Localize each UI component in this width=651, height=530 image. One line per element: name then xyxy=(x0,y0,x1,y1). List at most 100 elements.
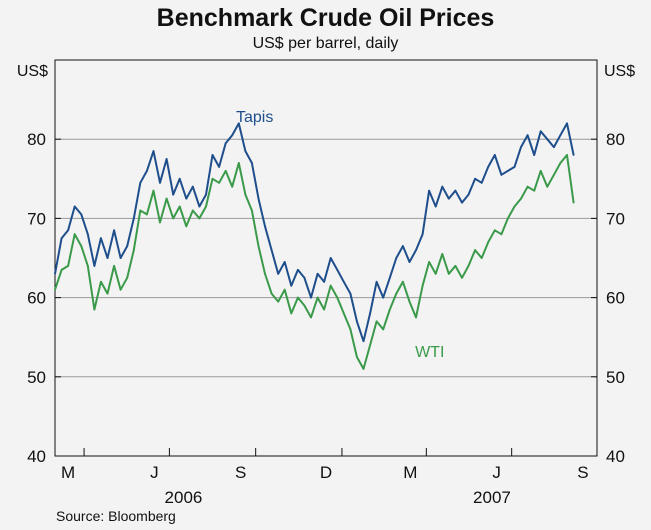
labels: 40 40 50 50 60 60 70 70 80 80 US$ US$ M J S D M J S 2006 200… xyxy=(17,63,635,507)
data-point-tapis xyxy=(461,201,463,204)
data-point-tapis xyxy=(402,245,404,248)
data-point-tapis xyxy=(487,166,490,168)
data-point-tapis xyxy=(375,280,378,283)
data-point-tapis xyxy=(310,296,312,299)
data-point-wti xyxy=(178,205,181,208)
y-tick-label-left: 80 xyxy=(27,130,46,149)
data-point-tapis xyxy=(126,245,129,248)
data-point-wti xyxy=(264,272,266,275)
data-point-wti xyxy=(106,292,109,295)
axis-ticks xyxy=(55,138,597,457)
data-point-tapis xyxy=(500,173,503,176)
data-point-wti xyxy=(244,193,247,196)
data-point-wti xyxy=(224,170,227,172)
data-point-tapis xyxy=(67,229,69,232)
data-point-wti xyxy=(388,308,391,311)
data-point-tapis xyxy=(185,197,188,200)
data-point-wti xyxy=(441,253,444,255)
y-tick-label-left: 50 xyxy=(27,368,46,387)
data-point-tapis xyxy=(421,233,424,236)
data-point-tapis xyxy=(218,166,221,168)
data-point-wti xyxy=(297,296,299,299)
data-point-tapis xyxy=(93,265,96,267)
data-point-tapis xyxy=(356,320,358,323)
data-point-tapis xyxy=(388,276,391,279)
data-point-wti xyxy=(428,261,430,263)
data-point-tapis xyxy=(165,158,168,160)
gridlines xyxy=(55,138,597,378)
data-point-wti xyxy=(402,280,404,283)
y-tick-label-right: 70 xyxy=(606,209,625,228)
data-point-wti xyxy=(480,257,483,259)
data-point-tapis xyxy=(566,122,568,125)
data-point-wti xyxy=(310,316,312,319)
data-point-tapis xyxy=(132,217,135,220)
data-point-tapis xyxy=(146,170,148,172)
data-point-tapis xyxy=(270,249,273,252)
data-point-wti xyxy=(421,284,424,287)
data-point-wti xyxy=(461,276,463,279)
data-point-wti xyxy=(382,328,385,331)
data-point-wti xyxy=(415,316,417,319)
data-point-tapis xyxy=(152,150,155,153)
data-point-wti xyxy=(316,296,319,299)
data-point-wti xyxy=(231,185,234,188)
series xyxy=(54,122,575,370)
data-point-tapis xyxy=(178,177,181,180)
data-point-wti xyxy=(205,205,207,208)
data-point-wti xyxy=(119,288,122,291)
data-point-tapis xyxy=(159,181,161,184)
data-point-wti xyxy=(73,233,76,236)
data-point-tapis xyxy=(237,122,240,125)
y-tick-label-right: 40 xyxy=(606,447,625,466)
data-point-tapis xyxy=(191,185,194,188)
data-point-wti xyxy=(559,162,562,164)
data-point-tapis xyxy=(526,134,529,137)
data-point-wti xyxy=(395,292,398,295)
data-point-wti xyxy=(342,312,345,315)
data-point-tapis xyxy=(539,130,542,133)
data-point-wti xyxy=(126,276,129,279)
y-tick-label-right: 50 xyxy=(606,368,625,387)
x-tick-label: S xyxy=(577,463,588,482)
data-point-wti xyxy=(198,217,201,220)
data-point-wti xyxy=(93,308,96,311)
plot-frame xyxy=(54,59,598,457)
series-label-wti: WTI xyxy=(415,344,444,361)
y-tick-label-right: 80 xyxy=(606,130,625,149)
data-point-tapis xyxy=(100,237,102,240)
data-point-wti xyxy=(290,312,293,315)
data-point-tapis xyxy=(290,284,293,287)
data-point-tapis xyxy=(198,205,201,208)
data-point-wti xyxy=(132,249,135,252)
data-point-wti xyxy=(172,217,175,220)
data-point-tapis xyxy=(113,229,115,232)
data-point-wti xyxy=(362,368,365,370)
data-point-wti xyxy=(218,181,221,184)
data-point-wti xyxy=(454,265,457,267)
data-point-wti xyxy=(474,249,476,252)
data-point-tapis xyxy=(408,261,411,263)
y-tick-label-left: 60 xyxy=(27,289,46,308)
data-point-wti xyxy=(113,265,115,267)
data-point-tapis xyxy=(80,213,83,216)
data-point-tapis xyxy=(441,185,444,188)
data-point-tapis xyxy=(231,134,234,137)
data-point-tapis xyxy=(559,134,562,137)
data-point-tapis xyxy=(86,233,89,236)
y-tick-label-left: 40 xyxy=(27,447,46,466)
data-point-tapis xyxy=(244,150,247,153)
data-point-tapis xyxy=(336,269,339,271)
data-point-tapis xyxy=(507,170,509,172)
data-point-tapis xyxy=(283,261,286,263)
data-point-tapis xyxy=(520,146,522,149)
series-label-tapis: Tapis xyxy=(236,109,273,126)
data-point-tapis xyxy=(329,257,332,259)
data-point-wti xyxy=(152,189,155,192)
data-point-wti xyxy=(566,154,568,156)
data-point-tapis xyxy=(362,340,365,343)
data-point-tapis xyxy=(224,142,227,145)
data-point-tapis xyxy=(395,257,398,259)
data-point-tapis xyxy=(264,225,266,228)
